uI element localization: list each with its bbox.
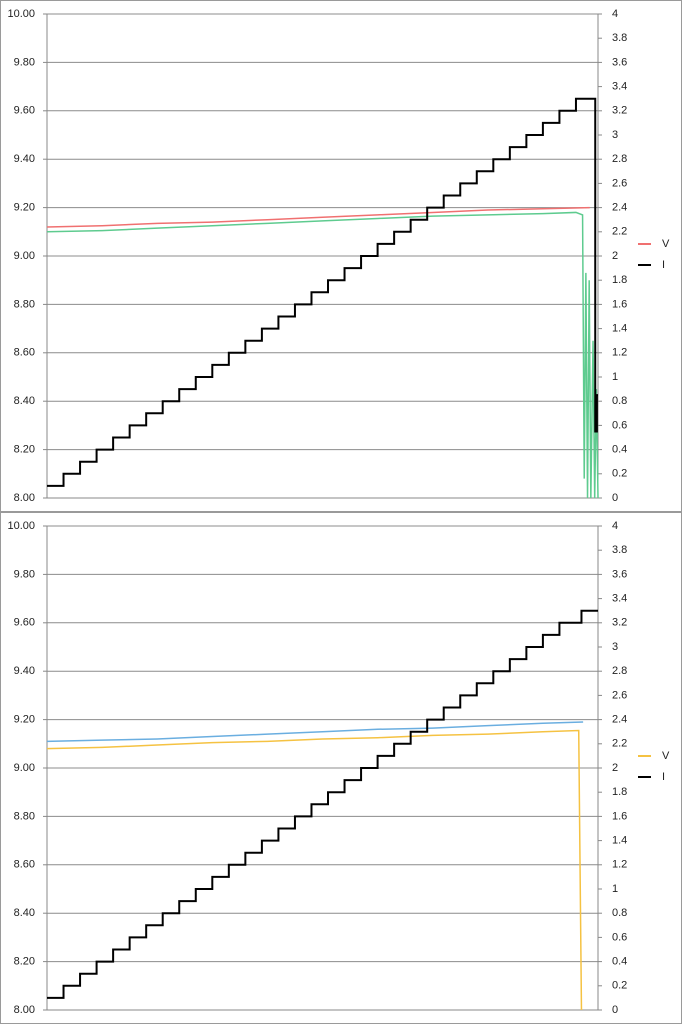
y-tick-label: 8.20 [14, 444, 35, 456]
y-tick-label: 9.80 [14, 568, 35, 580]
y2-tick-label: 3.4 [612, 81, 627, 93]
y2-tick-label: 2 [612, 762, 618, 774]
y2-tick-label: 0 [612, 492, 618, 504]
y2-tick-label: 0.8 [612, 907, 627, 919]
series-line [46, 721, 584, 743]
y2-tick-label: 0.4 [612, 444, 627, 456]
y-tick-label: 9.00 [14, 762, 35, 774]
legend-label: V [662, 238, 670, 250]
y2-tick-label: 3.6 [612, 56, 627, 68]
y2-tick-label: 3 [612, 641, 618, 653]
y-tick-label: 8.60 [14, 859, 35, 871]
y-tick-label: 9.40 [14, 153, 35, 165]
y2-tick-label: 1.6 [612, 810, 627, 822]
y2-tick-label: 3.4 [612, 593, 627, 605]
y2-tick-label: 2.4 [612, 202, 627, 214]
y2-tick-label: 2.2 [612, 738, 627, 750]
chart: 8.00 8.20 8.40 8.60 8.80 9.00 9.20 9.40 9.60 9.80… [0, 512, 682, 1024]
y2-tick-label: 3.2 [612, 617, 627, 629]
y2-tick-label: 0 [612, 1004, 618, 1016]
y-tick-label: 8.40 [14, 395, 35, 407]
y2-tick-label: 0.4 [612, 956, 627, 968]
y2-tick-label: 1 [612, 883, 618, 895]
y2-tick-label: 0.8 [612, 395, 627, 407]
y2-tick-label: 1.8 [612, 786, 627, 798]
y2-tick-label: 1.6 [612, 298, 627, 310]
y-tick-label: 9.60 [14, 617, 35, 629]
series-line [46, 729, 583, 1011]
y2-tick-label: 4 [612, 8, 618, 20]
y2-tick-label: 1.4 [612, 835, 627, 847]
y-tick-label: 8.80 [14, 298, 35, 310]
y2-tick-label: 0.6 [612, 931, 627, 943]
series-line [47, 609, 598, 999]
legend-label: I [662, 771, 665, 783]
y-tick-label: 8.20 [14, 956, 35, 968]
y-tick-label: 9.60 [14, 105, 35, 117]
y2-tick-label: 3.8 [612, 544, 627, 556]
y-tick-label: 8.60 [14, 347, 35, 359]
y-tick-label: 8.00 [14, 1004, 35, 1016]
series-line [47, 97, 598, 487]
y2-tick-label: 2.6 [612, 177, 627, 189]
series-line [46, 211, 599, 499]
y2-tick-label: 1.4 [612, 323, 627, 335]
y2-tick-label: 3.2 [612, 105, 627, 117]
y2-tick-label: 1 [612, 371, 618, 383]
y-tick-label: 9.40 [14, 665, 35, 677]
y2-tick-label: 4 [612, 520, 618, 532]
y2-tick-label: 2.4 [612, 714, 627, 726]
y-tick-label: 9.00 [14, 250, 35, 262]
y-tick-label: 8.40 [14, 907, 35, 919]
chart: 8.00 8.20 8.40 8.60 8.80 9.00 9.20 9.40 9.60 9.80… [0, 0, 682, 512]
y-tick-label: 9.20 [14, 714, 35, 726]
series-line [46, 206, 590, 228]
y2-tick-label: 0.2 [612, 468, 627, 480]
y2-tick-label: 2.8 [612, 665, 627, 677]
y2-tick-label: 1.8 [612, 274, 627, 286]
legend-label: V [662, 750, 670, 762]
legend-label: I [662, 259, 665, 271]
y-tick-label: 8.80 [14, 810, 35, 822]
y2-tick-label: 2.8 [612, 153, 627, 165]
y-tick-label: 10.00 [7, 520, 35, 532]
y2-tick-label: 1.2 [612, 347, 627, 359]
y2-tick-label: 1.2 [612, 859, 627, 871]
y2-tick-label: 2.2 [612, 226, 627, 238]
y2-tick-label: 0.2 [612, 980, 627, 992]
y-tick-label: 9.80 [14, 56, 35, 68]
y2-tick-label: 3.8 [612, 32, 627, 44]
y2-tick-label: 3 [612, 129, 618, 141]
y2-tick-label: 0.6 [612, 419, 627, 431]
y-tick-label: 10.00 [7, 8, 35, 20]
y2-tick-label: 2.6 [612, 689, 627, 701]
y2-tick-label: 2 [612, 250, 618, 262]
y-tick-label: 9.20 [14, 202, 35, 214]
y2-tick-label: 3.6 [612, 568, 627, 580]
y-tick-label: 8.00 [14, 492, 35, 504]
